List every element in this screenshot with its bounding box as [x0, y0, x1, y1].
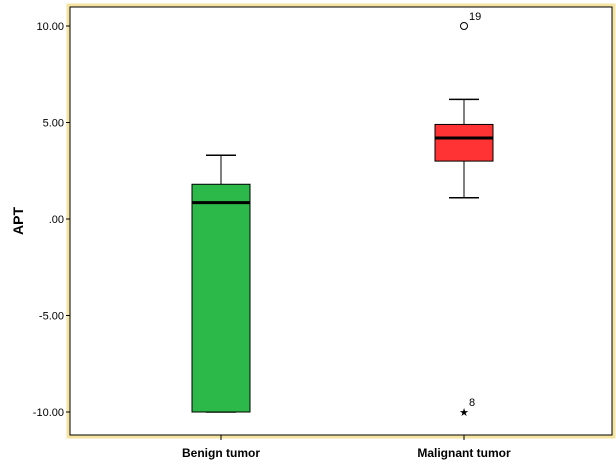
plot-area: [69, 6, 613, 436]
iqr-box: [434, 123, 494, 162]
x-axis: Benign tumor Malignant tumor: [182, 435, 511, 460]
y-tick-label: 10.00: [36, 21, 64, 33]
boxes-layer: 19 ★8: [191, 11, 494, 419]
y-tick-label: -10.00: [33, 407, 64, 419]
plot-frame-outer: [66, 3, 616, 439]
x-category-label: Malignant tumor: [417, 446, 511, 460]
outlier-point: [460, 22, 468, 30]
outlier-label: 8: [469, 397, 475, 409]
outlier-label: 19: [469, 11, 481, 23]
y-axis-title: APT: [10, 207, 26, 235]
y-tick-label: 5.00: [43, 118, 64, 130]
y-tick-label: .00: [49, 214, 64, 226]
x-category-label: Benign tumor: [182, 446, 260, 460]
box-group: 19 ★8: [434, 11, 494, 419]
extreme-point: ★: [459, 407, 469, 419]
box-group: [191, 154, 251, 413]
y-axis: 10.00 5.00 .00 -5.00 -10.00: [33, 21, 70, 419]
iqr-box: [191, 183, 251, 413]
y-tick-label: -5.00: [39, 311, 64, 323]
